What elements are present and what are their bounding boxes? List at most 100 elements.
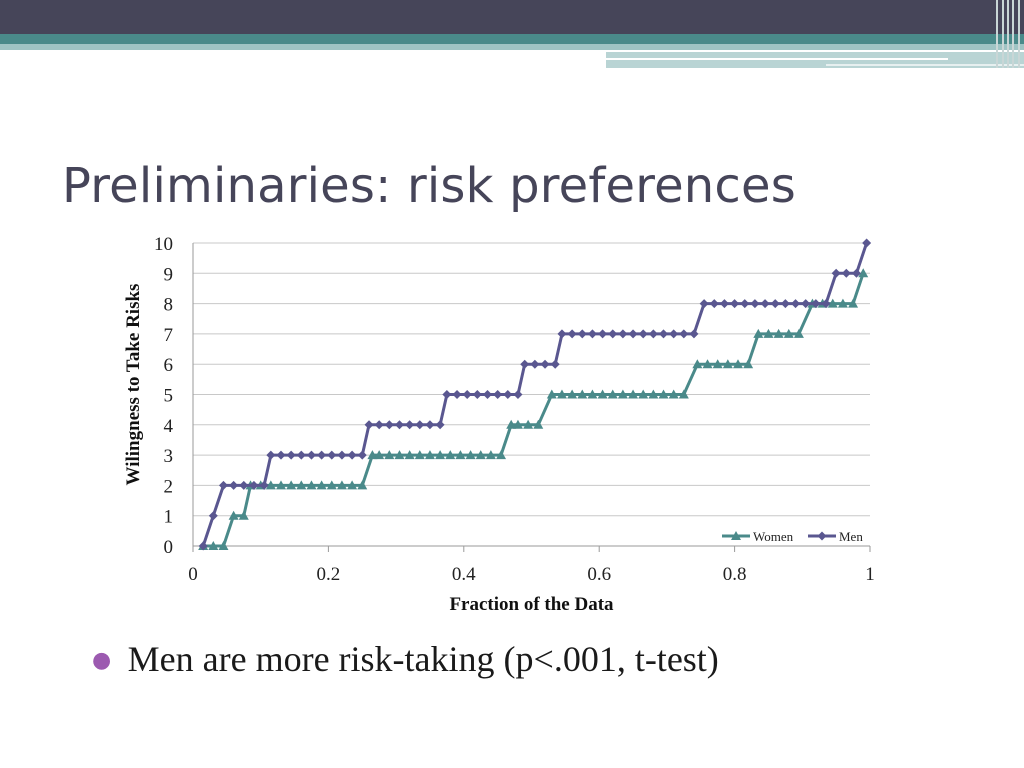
data-point-men <box>239 480 249 490</box>
y-tick-label: 1 <box>164 507 174 528</box>
data-point-men <box>851 268 861 278</box>
data-point-men <box>462 390 472 399</box>
data-point-men <box>337 450 347 460</box>
data-point-men <box>259 480 269 490</box>
data-point-men <box>327 450 337 460</box>
data-point-men <box>405 420 415 430</box>
data-point-men <box>831 268 841 278</box>
data-point-men <box>811 299 821 309</box>
data-point-women <box>296 480 307 490</box>
data-point-men <box>198 541 208 551</box>
data-point-men <box>791 299 801 309</box>
data-point-women <box>367 450 378 460</box>
data-point-women <box>238 510 249 520</box>
data-point-women <box>732 359 743 369</box>
data-point-women <box>793 328 804 338</box>
y-tick-label: 4 <box>164 416 174 437</box>
data-point-women <box>658 389 669 399</box>
data-point-men <box>740 299 750 309</box>
corner-stripes <box>994 0 1024 68</box>
data-point-men <box>493 390 503 399</box>
data-point-men <box>567 329 577 339</box>
data-point-men <box>394 420 404 430</box>
y-tick-label: 5 <box>164 386 174 407</box>
data-point-women <box>848 298 859 308</box>
data-point-men <box>415 420 425 430</box>
data-point-men <box>618 329 628 339</box>
data-point-women <box>668 389 679 399</box>
legend-label-men: Men <box>839 529 863 544</box>
data-point-women <box>496 450 507 460</box>
data-point-women <box>763 328 774 338</box>
header-accent-light <box>0 44 1024 50</box>
data-point-women <box>512 419 523 429</box>
data-point-men <box>435 420 445 430</box>
data-point-men <box>638 329 648 339</box>
data-point-women <box>837 298 848 308</box>
data-point-women <box>445 450 456 460</box>
data-point-men <box>598 329 608 339</box>
y-tick-label: 6 <box>164 355 174 376</box>
data-point-men <box>699 299 709 309</box>
bullet-dot-icon: ● <box>92 648 112 673</box>
data-point-women <box>357 480 368 490</box>
data-point-women <box>597 389 608 399</box>
data-point-men <box>530 359 540 369</box>
data-point-women <box>702 359 713 369</box>
y-tick-label: 2 <box>164 476 174 497</box>
x-tick-label: 1 <box>865 564 875 585</box>
x-tick-label: 0.2 <box>317 564 341 585</box>
data-point-men <box>709 299 719 309</box>
data-point-women <box>678 389 689 399</box>
data-point-men <box>296 450 306 460</box>
data-point-women <box>827 298 838 308</box>
bullet-text: Men are more risk-taking (p<.001, t-test… <box>127 639 719 679</box>
series-line-women <box>203 272 865 548</box>
data-point-men <box>821 299 831 309</box>
header-accent-line-2 <box>826 64 1024 66</box>
data-point-women <box>753 328 764 338</box>
data-point-men <box>862 238 872 248</box>
bullet-item: ● Men are more risk-taking (p<.001, t-te… <box>92 638 719 680</box>
data-point-men <box>276 450 286 460</box>
data-point-women <box>607 389 618 399</box>
data-point-men <box>557 329 567 339</box>
data-point-men <box>719 299 729 309</box>
data-point-men <box>780 299 790 309</box>
legend-marker-men <box>817 531 827 541</box>
data-point-women <box>743 359 754 369</box>
data-point-women <box>628 389 639 399</box>
data-point-men <box>425 420 435 430</box>
data-point-women <box>455 450 466 460</box>
slide-title: Preliminaries: risk preferences <box>62 158 796 214</box>
data-point-men <box>669 329 679 339</box>
data-point-women <box>783 328 794 338</box>
data-point-men <box>357 450 367 460</box>
data-point-men <box>384 420 394 430</box>
data-point-men <box>374 420 384 430</box>
data-point-women <box>208 541 219 550</box>
data-point-men <box>208 511 218 521</box>
data-point-men <box>679 329 689 339</box>
data-point-women <box>523 419 534 429</box>
y-tick-label: 9 <box>164 264 174 285</box>
data-point-women <box>475 450 486 460</box>
data-point-men <box>364 420 374 430</box>
y-tick-label: 3 <box>164 446 174 467</box>
y-tick-label: 10 <box>154 234 173 255</box>
data-point-women <box>506 419 517 429</box>
data-point-men <box>317 450 327 460</box>
data-point-men <box>482 390 492 399</box>
data-point-men <box>730 299 740 309</box>
y-axis-title: Wilingness to Take Risks <box>123 284 144 486</box>
data-point-women <box>773 328 784 338</box>
data-point-women <box>587 389 598 399</box>
legend-label-women: Women <box>753 529 794 544</box>
data-point-women <box>384 450 395 460</box>
data-point-men <box>306 450 316 460</box>
data-point-men <box>659 329 669 339</box>
data-point-men <box>750 299 760 309</box>
data-point-women <box>465 450 476 460</box>
data-point-women <box>336 480 347 490</box>
